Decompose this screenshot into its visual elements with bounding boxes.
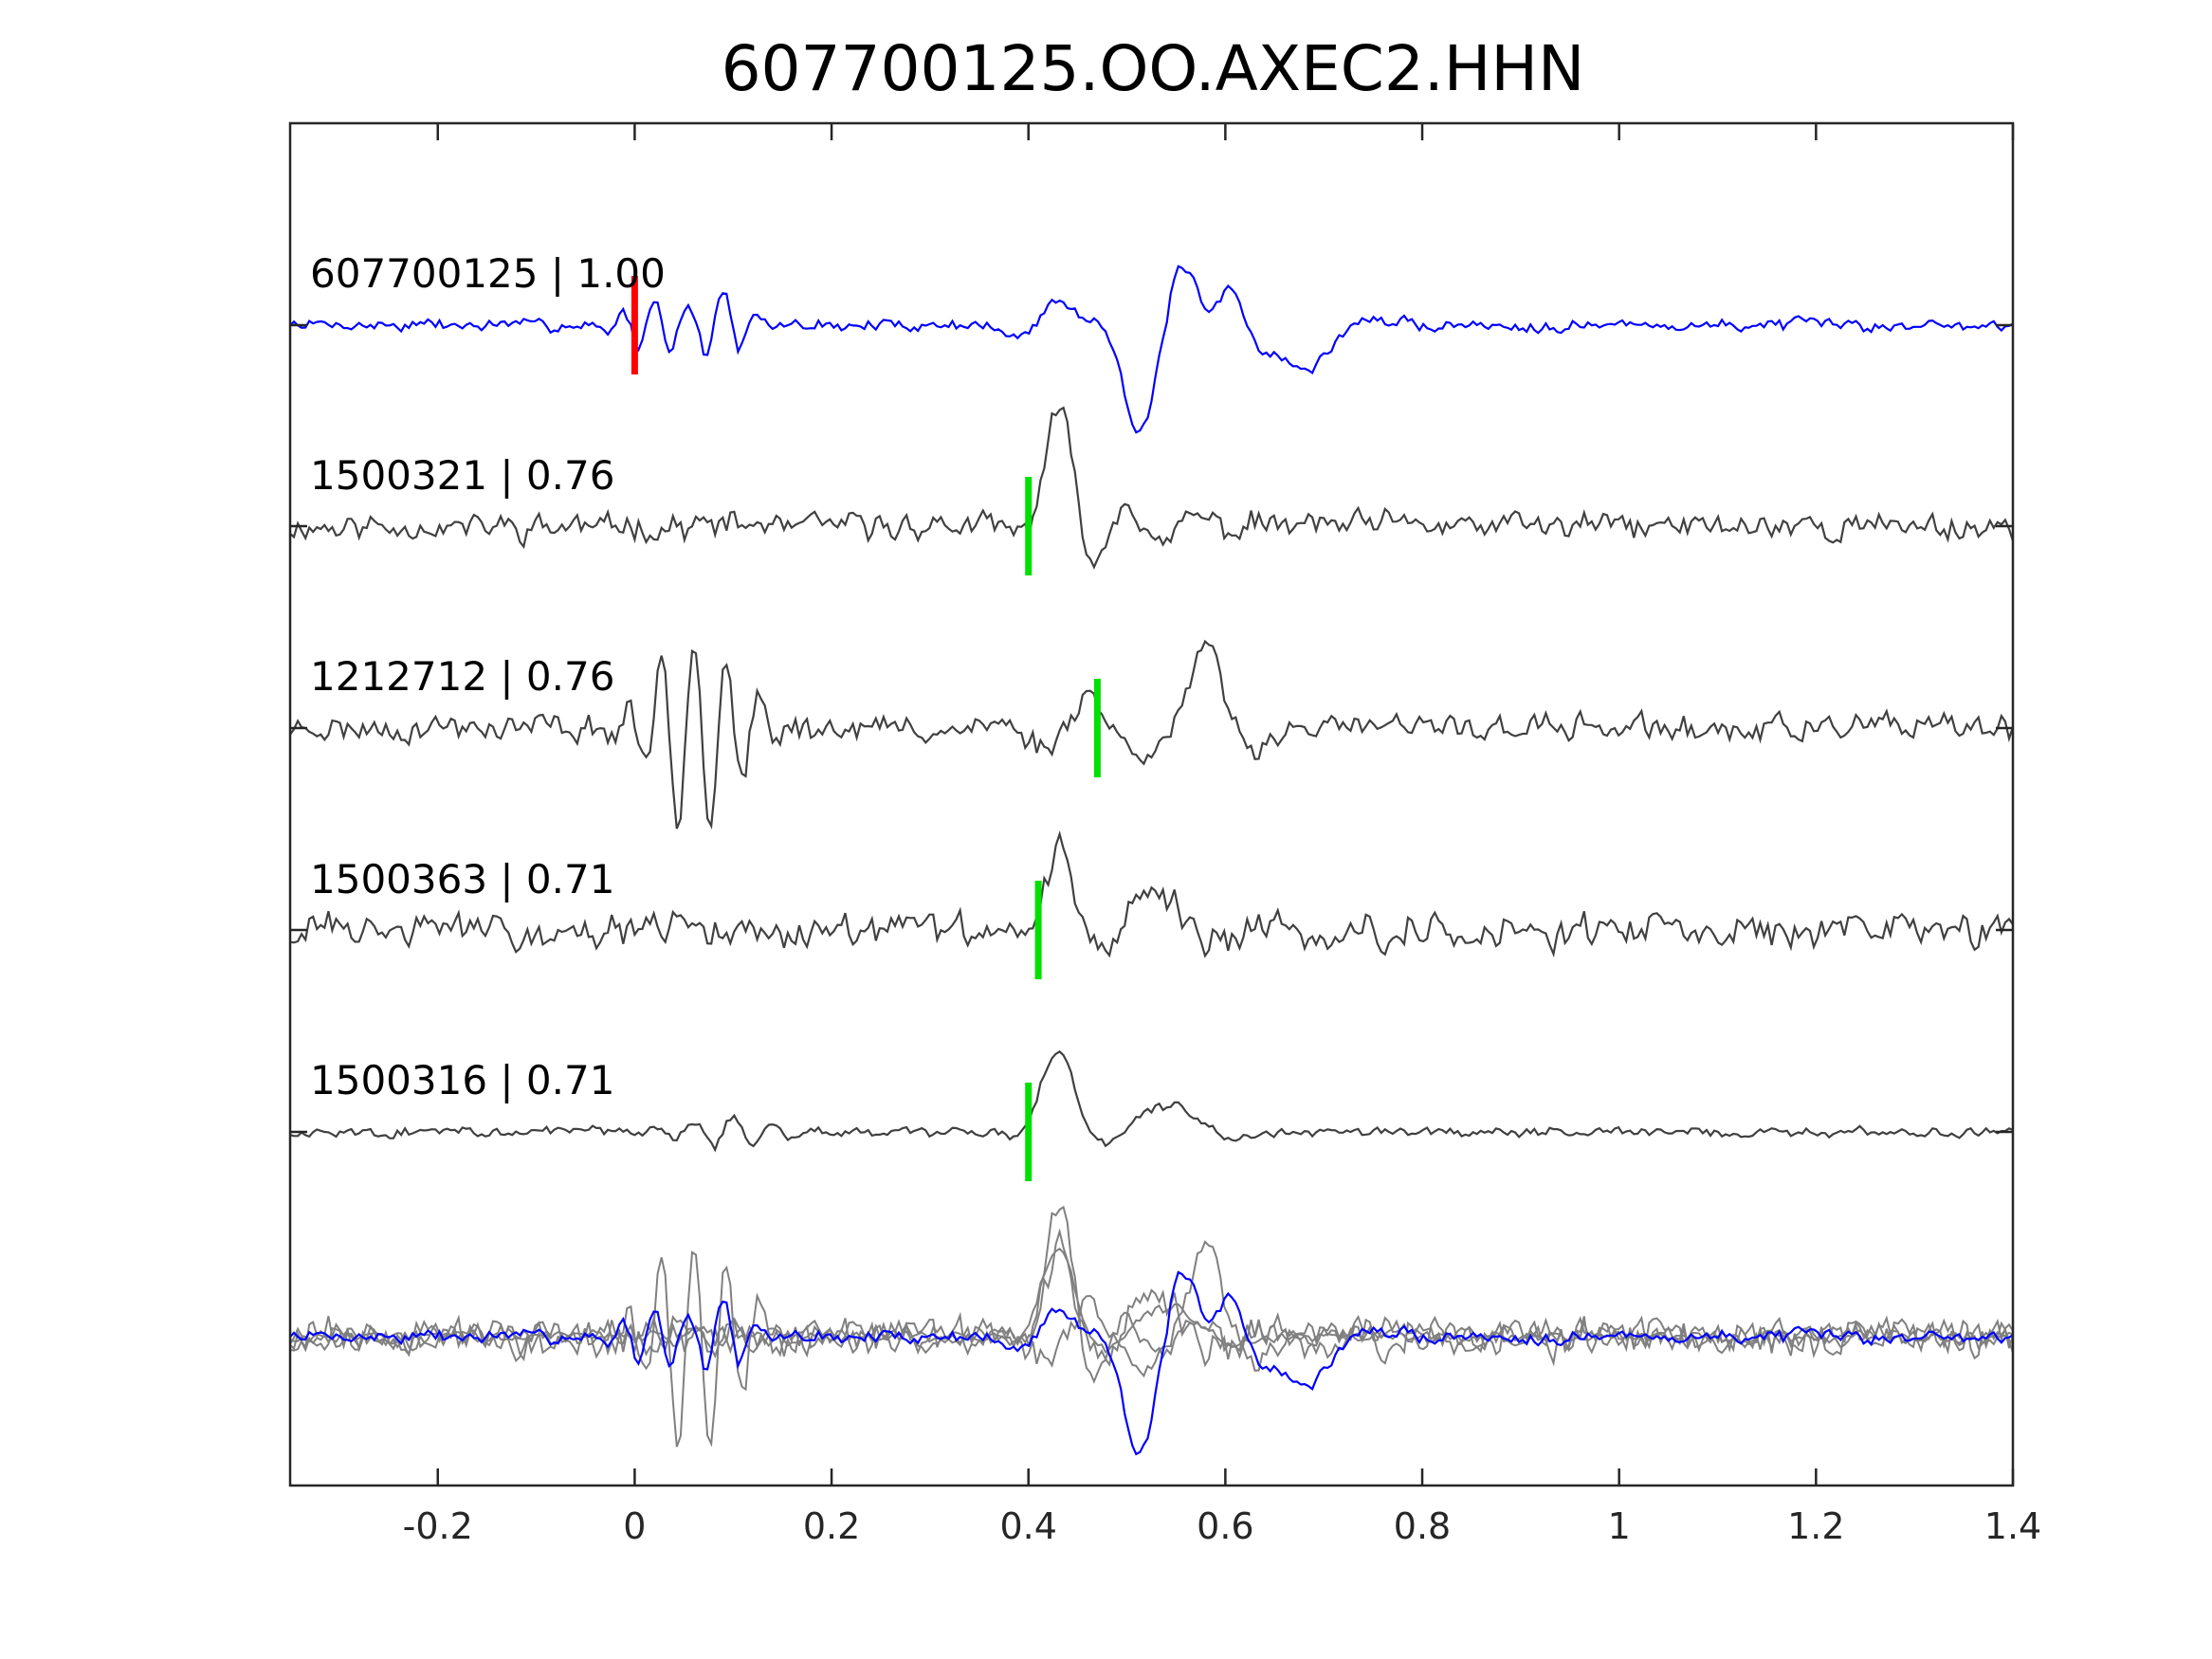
trace-line-0 (289, 264, 2014, 434)
x-axis: -0.2 0 0.2 0.4 0.6 0.8 1 1.2 1.4 (403, 123, 2041, 1547)
trace-line-4 (289, 1049, 2014, 1153)
x-tick-label-8: 1.4 (1984, 1505, 2041, 1547)
axes-frame (288, 121, 2015, 1487)
x-tick-label-6: 1 (1608, 1505, 1631, 1547)
overlay-line-3 (289, 1228, 2014, 1368)
trace-line-2 (289, 639, 2015, 830)
x-tick-label-0: -0.2 (403, 1505, 473, 1547)
overlay-line-1 (289, 1205, 2014, 1384)
x-tick-label-3: 0.4 (999, 1505, 1056, 1547)
trace-labels: 607700125 | 1.00 1500321 | 0.76 1212712 | … (310, 250, 666, 1103)
trace-line-1 (289, 406, 2015, 570)
trace-label-4: 1500316 | 0.71 (310, 1057, 614, 1103)
overlay-traces (289, 1205, 2014, 1456)
trace-line-3 (289, 830, 2014, 958)
x-tick-label-4: 0.6 (1197, 1505, 1253, 1547)
pick-markers (631, 276, 1101, 1181)
trace-label-1: 1500321 | 0.76 (310, 452, 614, 499)
traces-layer (289, 264, 2015, 1153)
x-tick-label-2: 0.2 (803, 1505, 860, 1547)
trace-label-2: 1212712 | 0.76 (310, 653, 614, 700)
x-tick-label-5: 0.8 (1394, 1505, 1451, 1547)
x-tick-label-7: 1.2 (1787, 1505, 1844, 1547)
trace-label-0: 607700125 | 1.00 (310, 250, 666, 297)
chart-title: 607700125.OO.AXEC2.HHN (722, 32, 1585, 105)
overlay-line-0 (289, 1270, 2014, 1456)
trace-label-3: 1500363 | 0.71 (310, 856, 614, 902)
x-tick-label-1: 0 (623, 1505, 646, 1547)
